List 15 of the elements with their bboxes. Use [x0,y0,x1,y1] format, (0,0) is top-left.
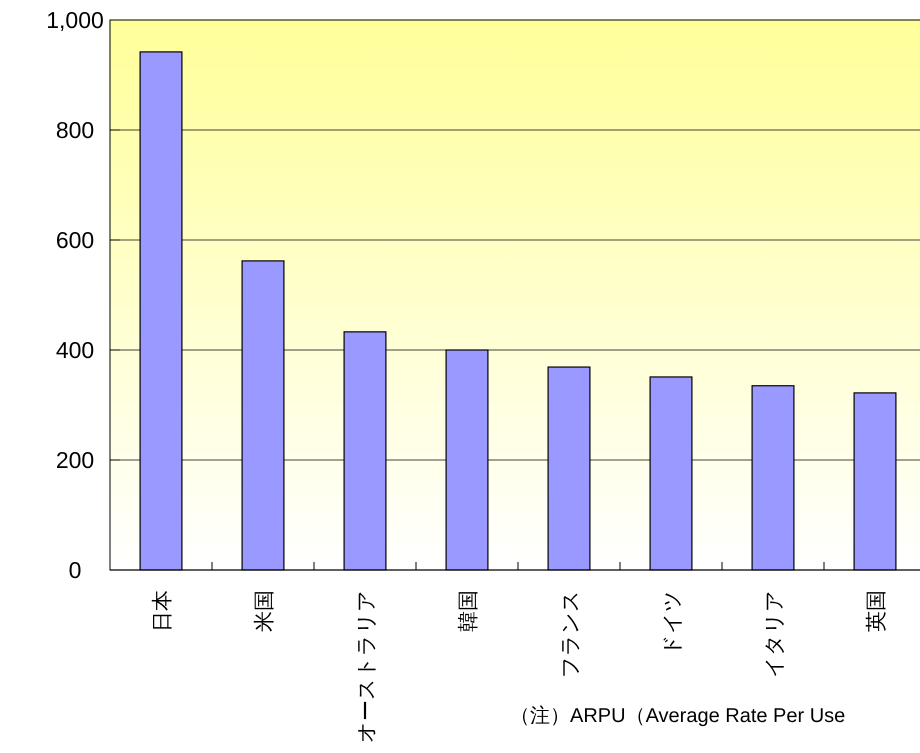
y-tick-label: 0 [68,557,82,583]
y-tick-label: 400 [56,337,94,363]
x-tick-label: フランス [559,590,582,678]
y-tick-label: 800 [56,117,94,143]
x-tick-label: 米国 [253,590,276,632]
x-tick-label: イタリア [763,590,786,678]
y-tick-label: 1,000 [46,7,104,33]
x-tick-label: ドイツ [661,590,684,656]
y-tick-label: 600 [56,227,94,253]
x-tick-label: 韓国 [457,590,480,632]
x-tick-label: オーストラリア [355,590,378,743]
x-tick-label: 英国 [865,590,888,632]
x-tick-label: 日本 [151,590,174,632]
text: （注）ARPU（Average Rate Per Use [510,705,846,727]
y-tick-label: 200 [56,447,94,473]
